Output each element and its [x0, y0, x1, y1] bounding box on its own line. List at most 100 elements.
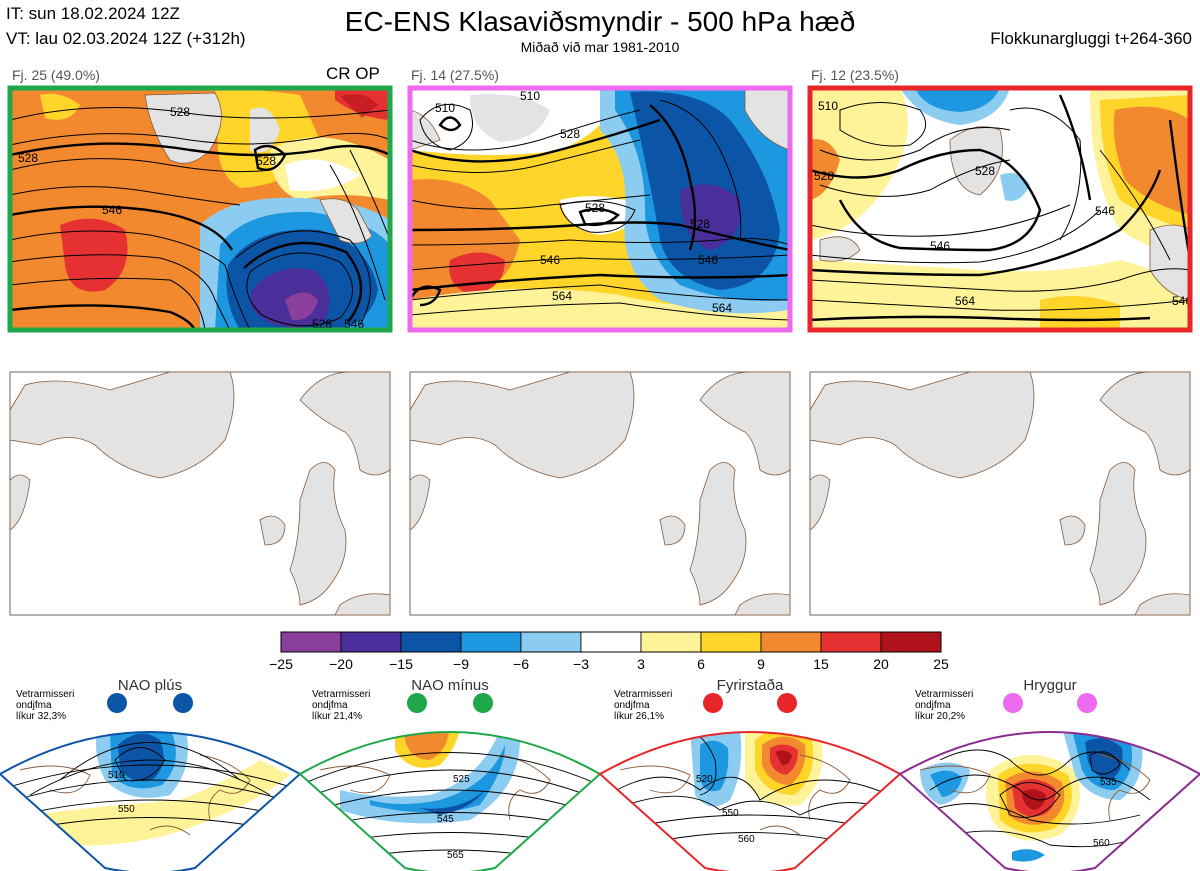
basemap-3	[809, 371, 1191, 616]
regime-2-months: ondjfma	[312, 700, 348, 711]
colorbar: −25 −20 −15 −9 −6 −3 3 6 9 15 20 25	[269, 631, 949, 672]
cluster-3-contour-label: 528	[975, 164, 995, 178]
regime-1-probability: líkur 32,3%	[16, 711, 66, 722]
colorbar-tick-label: −3	[573, 656, 589, 672]
colorbar-tick-label: −15	[389, 656, 413, 672]
regime-1-title: NAO plús	[118, 677, 182, 694]
colorbar-tick-label: 9	[757, 656, 765, 672]
regime-4-title: Hryggur	[1023, 677, 1076, 694]
classification-window: Flokkunargluggi t+264-360	[990, 29, 1192, 48]
cluster-3-frame	[807, 85, 1193, 333]
colorbar-cell	[700, 631, 762, 653]
regime-1-months: ondjfma	[16, 700, 52, 711]
colorbar-tick-label: 20	[873, 656, 889, 672]
cluster-2-contour-label: 528	[560, 127, 580, 141]
colorbar-tick-label: −9	[453, 656, 469, 672]
regime-4-marker-right	[1077, 693, 1097, 713]
regime-2-contour-label: 545	[437, 814, 454, 825]
colorbar-tick-label: 6	[697, 656, 705, 672]
colorbar-tick-label: 15	[813, 656, 829, 672]
cluster-3-label: Fj. 12 (23.5%)	[811, 67, 899, 83]
colorbar-cell	[460, 631, 522, 653]
cluster-2-contour-label: 546	[698, 253, 718, 267]
regime-4-probability: líkur 20,2%	[915, 711, 965, 722]
cluster-2-contour-label: 510	[520, 89, 540, 103]
cluster-1-contour-label: 528	[312, 317, 332, 331]
regime-1-contour-label: 510	[108, 770, 125, 781]
cluster-1-contour-label: 528	[256, 154, 276, 168]
regime-2-season: Vetrarmisseri	[312, 689, 370, 700]
cluster-2-contour-label: 510	[435, 101, 455, 115]
regime-2-contour-label: 565	[447, 850, 464, 861]
cluster-1-contour-label: 546	[344, 317, 364, 331]
page-title: EC-ENS Klasaviðsmyndir - 500 hPa hæð	[344, 6, 856, 37]
regime-2-marker-left	[407, 693, 427, 713]
colorbar-cell	[400, 631, 462, 653]
cluster-2-contour-label: 528	[690, 217, 710, 231]
regime-3-contour-label: 560	[738, 834, 755, 845]
colorbar-cell	[640, 631, 702, 653]
regime-4-months: ondjfma	[915, 700, 951, 711]
valid-time: VT: lau 02.03.2024 12Z (+312h)	[6, 29, 246, 48]
regime-1-season: Vetrarmisseri	[16, 689, 74, 700]
colorbar-tick-label: −25	[269, 656, 293, 672]
regime-3-contour-label: 520	[696, 774, 713, 785]
colorbar-tick-label: −6	[513, 656, 529, 672]
cluster-1-contour-label: 546	[102, 203, 122, 217]
cluster-3-contour-label: 546	[1172, 294, 1192, 308]
cluster-2-contour-label: 564	[712, 301, 732, 315]
initial-time: IT: sun 18.02.2024 12Z	[6, 4, 180, 23]
colorbar-cell	[340, 631, 402, 653]
regime-3-probability: líkur 26,1%	[614, 711, 664, 722]
cluster-1-label: Fj. 25 (49.0%)	[12, 67, 100, 83]
basemap-1	[9, 371, 391, 616]
cluster-1-frame	[7, 85, 393, 333]
regime-2-marker-right	[473, 693, 493, 713]
regime-4-marker-left	[1003, 693, 1023, 713]
regime-1-marker-left	[107, 693, 127, 713]
cluster-3-contour-label: 546	[930, 239, 950, 253]
cluster-2-frame	[407, 85, 793, 333]
regime-ridge: 505 535 560	[898, 693, 1200, 871]
cluster-2-map: 510 510 528 528 528 546 546 564 564	[410, 88, 790, 330]
cluster-3-contour-label: 546	[1095, 204, 1115, 218]
colorbar-cell	[580, 631, 642, 653]
regime-2-title: NAO mínus	[411, 677, 489, 694]
basemap-2	[409, 371, 791, 616]
colorbar-tick-label: 25	[933, 656, 949, 672]
cluster-1-contour-label: 528	[18, 151, 38, 165]
cluster-2-contour-label: 528	[585, 201, 605, 215]
colorbar-tick-label: 3	[637, 656, 645, 672]
regime-4-contour-label: 505	[1080, 722, 1097, 733]
cluster-2-contour-label: 546	[540, 253, 560, 267]
cluster-1-tag: CR OP	[326, 64, 380, 83]
colorbar-cell	[880, 631, 942, 653]
regime-2-probability: líkur 21,4%	[312, 711, 362, 722]
regime-3-season: Vetrarmisseri	[614, 689, 672, 700]
colorbar-tick-label: −20	[329, 656, 353, 672]
regime-2-contour-label: 525	[453, 774, 470, 785]
regime-3-title: Fyrirstaða	[717, 677, 784, 694]
cluster-3-map: 510 528 528 546 546 564 546	[810, 88, 1192, 330]
regime-3-marker-left	[703, 693, 723, 713]
cluster-3-contour-label: 528	[814, 169, 834, 183]
regime-1-contour-label: 550	[118, 804, 135, 815]
colorbar-cell	[820, 631, 882, 653]
cluster-2-label: Fj. 14 (27.5%)	[411, 67, 499, 83]
cluster-3-contour-label: 564	[955, 294, 975, 308]
regime-1-marker-right	[173, 693, 193, 713]
climatology-note: Miðað við mar 1981-2010	[520, 39, 680, 55]
cluster-1-map: 528 546 528 528 546 528	[10, 88, 390, 331]
colorbar-cell	[280, 631, 342, 653]
colorbar-cell	[760, 631, 822, 653]
cluster-1-contour-label: 528	[170, 105, 190, 119]
regime-4-contour-label: 560	[1093, 838, 1110, 849]
regime-3-months: ondjfma	[614, 700, 650, 711]
colorbar-cell	[520, 631, 582, 653]
regime-3-marker-right	[777, 693, 797, 713]
cluster-2-contour-label: 564	[552, 289, 572, 303]
regime-4-season: Vetrarmisseri	[915, 689, 973, 700]
regime-4-contour-label: 535	[1100, 777, 1117, 788]
regime-3-contour-label: 550	[722, 808, 739, 819]
